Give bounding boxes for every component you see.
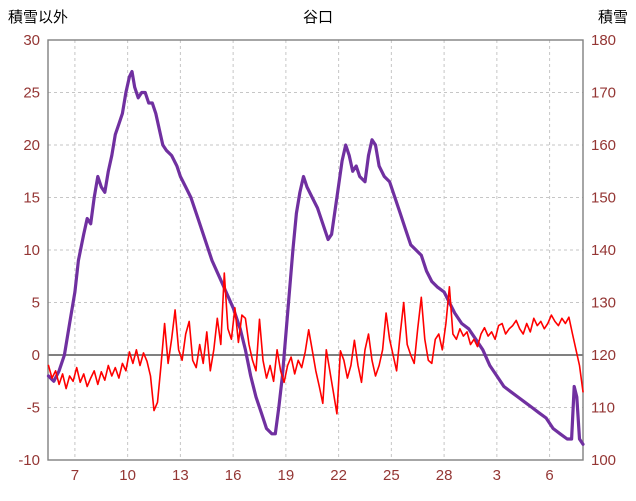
left-axis-tick: 10 xyxy=(23,242,40,259)
x-axis-tick: 25 xyxy=(383,467,400,484)
left-axis-tick: 5 xyxy=(32,295,40,312)
right-axis-tick: 180 xyxy=(591,32,616,49)
left-axis-tick: 0 xyxy=(32,347,40,364)
left-axis-tick: 15 xyxy=(23,190,40,207)
left-axis-title: 積雪以外 xyxy=(8,9,69,26)
right-axis-tick: 160 xyxy=(591,137,616,154)
series-temp xyxy=(47,272,584,415)
right-axis-tick: 150 xyxy=(591,190,616,207)
right-axis-tick: 140 xyxy=(591,242,616,259)
right-axis-tick: 130 xyxy=(591,295,616,312)
right-axis-title: 積雪 xyxy=(597,9,628,26)
right-axis-tick: 100 xyxy=(591,452,616,469)
right-axis-tick: 120 xyxy=(591,347,616,364)
left-axis-tick: 20 xyxy=(23,137,40,154)
x-axis-tick: 13 xyxy=(172,467,189,484)
left-axis-tick: 25 xyxy=(23,85,40,102)
left-axis-tick: -5 xyxy=(27,400,40,417)
x-axis-tick: 28 xyxy=(436,467,453,484)
x-axis-tick: 6 xyxy=(545,467,553,484)
right-axis-tick: 110 xyxy=(591,400,615,417)
plot-frame xyxy=(47,39,584,461)
x-axis-tick: 3 xyxy=(493,467,501,484)
left-axis-tick: -10 xyxy=(18,452,40,469)
right-axis-tick: 170 xyxy=(591,85,616,102)
series-snow xyxy=(46,69,585,446)
x-axis-tick: 19 xyxy=(278,467,295,484)
left-axis-tick: 30 xyxy=(23,32,40,49)
x-axis-tick: 7 xyxy=(71,467,79,484)
x-axis-tick: 10 xyxy=(119,467,136,484)
x-axis-tick: 22 xyxy=(330,467,347,484)
x-axis-tick: 16 xyxy=(225,467,242,484)
chart-title: 谷口 xyxy=(302,9,334,26)
